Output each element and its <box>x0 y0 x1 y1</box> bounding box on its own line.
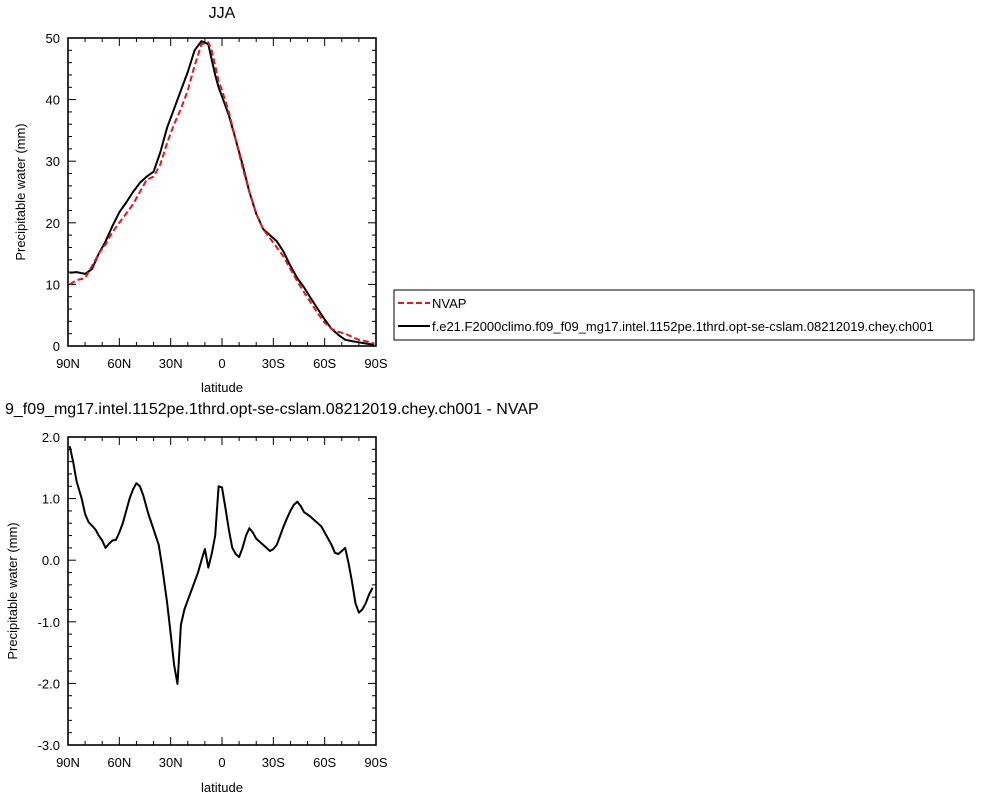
top-x-axis-label: latitude <box>201 380 243 395</box>
bottom-x-axis-label: latitude <box>201 780 243 795</box>
bottom-xtick-label: 30S <box>262 755 285 770</box>
top-ytick-label: 20 <box>46 216 60 231</box>
bottom-xtick-label: 0 <box>218 755 225 770</box>
top-xtick-label: 90S <box>364 356 387 371</box>
panel-top: JJA 90N 60N 30N 0 30S 60S 90S 0 10 20 30 40 50 latit… <box>13 5 388 395</box>
top-xtick-label: 30S <box>262 356 285 371</box>
bottom-xtick-label: 60N <box>107 755 131 770</box>
top-series <box>69 40 375 346</box>
panel-bottom: 9_f09_mg17.intel.1152pe.1thrd.opt-se-csl… <box>5 401 539 795</box>
legend-label-model: f.e21.F2000climo.f09_f09_mg17.intel.1152… <box>432 319 934 334</box>
top-ytick-label: 30 <box>46 154 60 169</box>
top-ytick-label: 0 <box>53 339 60 354</box>
top-xtick-label: 90N <box>56 356 80 371</box>
bottom-xtick-label: 90N <box>56 755 80 770</box>
top-ytick-label: 10 <box>46 277 60 292</box>
bottom-ytick-label: -3.0 <box>38 738 60 753</box>
bottom-ytick-label: -2.0 <box>38 676 60 691</box>
bottom-ytick-label: 0.0 <box>42 553 60 568</box>
legend-box <box>393 289 975 341</box>
bottom-series-line-0 <box>68 445 374 685</box>
top-series-line-0 <box>69 41 375 345</box>
top-ytick-label: 40 <box>46 93 60 108</box>
top-series-line-1 <box>69 40 375 346</box>
bottom-plot-frame <box>67 436 377 746</box>
top-ytick-label: 50 <box>46 31 60 46</box>
top-plot-frame <box>67 37 377 347</box>
top-xtick-label: 60S <box>313 356 336 371</box>
bottom-xtick-label: 30N <box>159 755 183 770</box>
bottom-ytick-label: 1.0 <box>42 492 60 507</box>
top-chart-title: JJA <box>209 5 236 22</box>
top-xtick-label: 60N <box>107 356 131 371</box>
bottom-xtick-label: 90S <box>364 755 387 770</box>
bottom-ticks: 90N 60N 30N 0 30S 60S 90S 2.0 1.0 0.0 -1.0 -2.0 -3.0 <box>38 430 388 770</box>
bottom-series <box>68 445 374 685</box>
bottom-y-axis-label: Precipitable water (mm) <box>5 522 20 659</box>
top-xtick-label: 30N <box>159 356 183 371</box>
top-xtick-label: 0 <box>218 356 225 371</box>
bottom-chart-title: 9_f09_mg17.intel.1152pe.1thrd.opt-se-csl… <box>5 401 539 418</box>
bottom-ytick-label: -1.0 <box>38 615 60 630</box>
legend: NVAP f.e21.F2000climo.f09_f09_mg17.intel… <box>393 289 975 341</box>
legend-label-nvap: NVAP <box>432 296 466 311</box>
bottom-xtick-label: 60S <box>313 755 336 770</box>
top-ticks: 90N 60N 30N 0 30S 60S 90S 0 10 20 30 40 50 <box>46 31 388 371</box>
top-y-axis-label: Precipitable water (mm) <box>13 123 28 260</box>
bottom-ytick-label: 2.0 <box>42 430 60 445</box>
